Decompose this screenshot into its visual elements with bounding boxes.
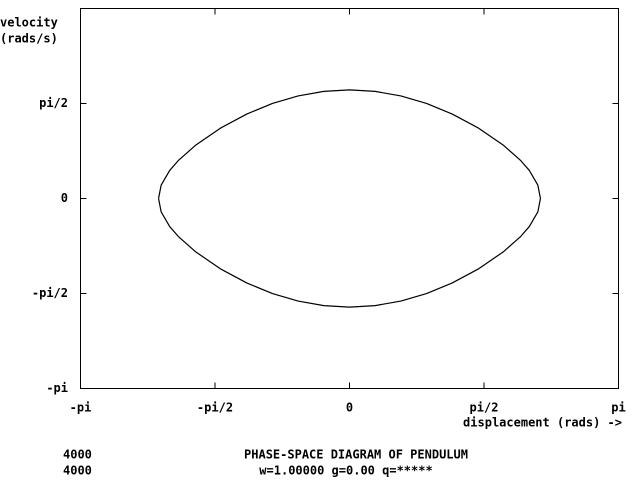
x-tick-label: pi (611, 401, 625, 415)
phase-curve (157, 89, 542, 308)
x-tick-label: 0 (346, 401, 353, 415)
counter: 4000 (63, 464, 92, 478)
y-axis-label: (rads/s) (0, 32, 58, 46)
x-axis-label: displacement (rads) -> (463, 416, 622, 430)
y-tick-label: -pi/2 (32, 286, 68, 300)
y-tick-label: -pi (46, 381, 68, 395)
x-tick-label: -pi/2 (197, 401, 233, 415)
chart-title: PHASE-SPACE DIAGRAM OF PENDULUM (244, 448, 468, 462)
chart-subtitle: w=1.00000 g=0.00 q=***** (259, 464, 432, 478)
x-tick-label: pi/2 (470, 401, 499, 415)
y-axis-label: velocity (0, 16, 58, 30)
y-tick-label: pi/2 (39, 96, 68, 110)
y-tick-label: 0 (61, 191, 68, 205)
x-tick-label: -pi (70, 401, 92, 415)
counter: 4000 (63, 448, 92, 462)
